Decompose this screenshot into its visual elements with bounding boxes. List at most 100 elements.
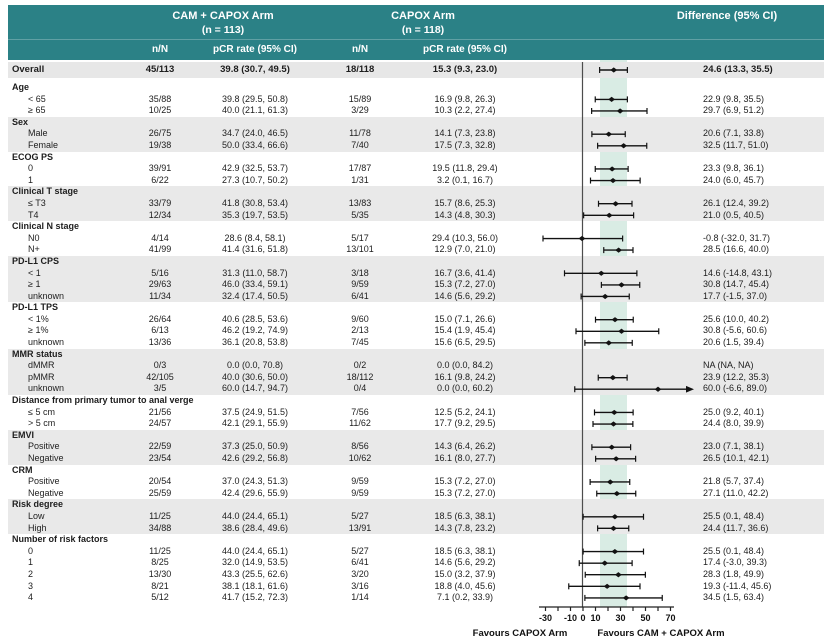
subgroup-block: Distance from primary tumor to anal verg… <box>8 395 824 430</box>
cell-pcr-arm1: 41.7 (15.2, 72.3) <box>221 592 289 603</box>
cell-nn-arm1: 5/12 <box>151 592 169 603</box>
cell-subgroup-label: High <box>28 522 47 533</box>
cell-pcr-arm1: 39.8 (29.5, 50.8) <box>221 93 289 104</box>
table-row: 0 11/25 44.0 (24.4, 65.1) 5/27 18.5 (6.3, 38… <box>8 546 824 558</box>
cell-subgroup-label: Negative <box>28 487 64 498</box>
cell-nn-arm1: 3/5 <box>153 383 167 394</box>
cell-pcr-arm2: 16.1 (9.8, 24.2) <box>434 371 496 382</box>
cell-difference: 25.5 (0.1, 48.4) <box>703 545 765 556</box>
cell-pcr-arm2: 17.5 (7.3, 32.8) <box>434 139 496 150</box>
table-row: > 5 cm 24/57 42.1 (29.1, 55.9) 11/62 17.7 (9… <box>8 418 824 430</box>
cell-nn-arm2: 13/83 <box>348 197 372 208</box>
cell-pcr-arm2: 15.0 (7.1, 26.6) <box>434 313 496 324</box>
cell-pcr-arm2: 18.8 (4.0, 45.6) <box>434 580 496 591</box>
cell-nn-arm2: 15/89 <box>348 93 372 104</box>
cell-nn-arm1: 6/13 <box>151 325 169 336</box>
cell-nn-arm1: 10/25 <box>148 105 172 116</box>
cell-difference: 26.5 (10.1, 42.1) <box>703 453 770 463</box>
cell-subgroup-label: > 5 cm <box>28 418 56 429</box>
cell-nn-arm2 <box>318 534 402 546</box>
cell-pcr-arm1: 0.0 (0.0, 70.8) <box>226 360 284 371</box>
cell-nn-arm1: 26/75 <box>148 128 172 139</box>
subgroup-block: Clinical T stage ≤ T3 33/79 41.8 (30.8, 53.… <box>8 186 824 222</box>
cell-nn-arm2: 3/20 <box>351 568 369 579</box>
cell-pcr-arm1 <box>192 256 318 268</box>
cell-forest-plot <box>528 337 696 349</box>
table-row: ≥ 1% 6/13 46.2 (19.2, 74.9) 2/13 15.4 (1.9, … <box>8 325 824 337</box>
cell-nn-arm1: 11/25 <box>149 545 171 556</box>
group-header-row: Age <box>8 82 824 94</box>
subgroup-block: Sex Male 26/75 34.7 (24.0, 46.5) 11/78 14.1 (… <box>8 116 824 152</box>
table-row: 1 6/22 27.3 (10.7, 50.2) 1/31 3.2 (0.1, 16.7… <box>8 175 824 187</box>
cell-pcr-arm2: 16.7 (3.6, 41.4) <box>434 267 496 278</box>
cell-difference <box>696 152 824 164</box>
cell-nn-arm1: 29/63 <box>148 279 172 290</box>
cell-nn-arm2: 8/56 <box>351 441 369 452</box>
cell-nn-arm2: 3/18 <box>351 267 369 278</box>
subgroup-block: Clinical N stage N0 4/14 28.6 (8.4, 58.1) 5/… <box>8 221 824 256</box>
cell-pcr-arm1: 41.8 (30.8, 53.4) <box>221 197 289 208</box>
cell-pcr-arm1: 40.0 (30.6, 50.0) <box>221 371 289 382</box>
cell-nn-arm2: 9/59 <box>351 279 369 290</box>
group-header-row: Clinical T stage <box>8 186 824 198</box>
cell-nn-arm1: 4/14 <box>151 232 169 243</box>
cell-difference: 23.0 (7.1, 38.1) <box>703 441 765 452</box>
cell-pcr-arm1 <box>192 395 318 407</box>
cell-pcr-arm1: 42.4 (29.6, 55.9) <box>221 487 289 498</box>
cell-subgroup-label: Negative <box>28 453 64 463</box>
cell-pcr-arm1: 32.4 (17.4, 50.5) <box>221 290 289 301</box>
cell-difference: 30.8 (14.7, 45.4) <box>703 279 770 290</box>
cell-subgroup-label: unknown <box>28 290 65 301</box>
cell-subgroup-label: ≤ T3 <box>28 197 46 208</box>
cell-nn-arm1 <box>128 152 192 164</box>
table-header: CAM + CAPOX Arm (n = 113) CAPOX Arm (n =… <box>8 5 824 60</box>
cell-pcr-arm1: 34.7 (24.0, 46.5) <box>221 128 289 139</box>
cell-nn-arm2: 18/118 <box>345 64 375 75</box>
cell-subgroup-label: pMMR <box>28 371 55 382</box>
cell-pcr-arm1 <box>192 221 318 233</box>
cell-subgroup-label: unknown <box>28 383 65 394</box>
cell-difference: 24.4 (8.0, 39.9) <box>703 418 765 429</box>
group-header-row: Sex <box>8 117 824 129</box>
cell-pcr-arm1: 37.0 (24.3, 51.3) <box>221 476 289 487</box>
cell-pcr-arm1: 37.5 (24.9, 51.5) <box>221 406 289 417</box>
subgroup-block: EMVI Positive 22/59 37.3 (25.0, 50.9) 8/56 14… <box>8 429 824 465</box>
cell-pcr-arm1: 40.0 (21.1, 61.3) <box>221 105 289 116</box>
cell-nn-arm2: 6/41 <box>351 557 369 568</box>
cell-nn-arm1: 8/21 <box>151 580 169 591</box>
table-row: dMMR 0/3 0.0 (0.0, 70.8) 0/2 0.0 (0.0, 84.2)… <box>8 360 824 372</box>
cell-forest-plot <box>528 163 696 175</box>
cell-difference: 24.0 (6.0, 45.7) <box>703 174 765 185</box>
svg-text:Favours CAPOX Arm: Favours CAPOX Arm <box>473 628 568 639</box>
overall-row: Overall 45/113 39.8 (30.7, 49.5) 18/118 15.3… <box>8 62 824 78</box>
cell-nn-arm1: 45/113 <box>145 64 175 75</box>
cell-pcr-arm2: 15.4 (1.9, 45.4) <box>434 325 496 336</box>
table-row: 4 5/12 41.7 (15.2, 72.3) 1/14 7.1 (0.2, 33.9… <box>8 592 824 604</box>
cell-difference: 20.6 (1.5, 39.4) <box>703 337 765 348</box>
table-row: ≤ T3 33/79 41.8 (30.8, 53.4) 13/83 15.7 (8.6… <box>8 198 824 210</box>
cell-pcr-arm2: 16.9 (9.8, 26.3) <box>434 93 496 104</box>
cell-forest-plot <box>528 349 696 361</box>
cell-forest-plot <box>528 441 696 453</box>
cell-pcr-arm1: 32.0 (14.9, 53.5) <box>221 557 289 568</box>
cell-forest-plot <box>528 499 696 511</box>
table-row: < 1% 26/64 40.6 (28.5, 53.6) 9/60 15.0 (7.1,… <box>8 314 824 326</box>
cell-difference: 28.5 (16.6, 40.0) <box>703 244 770 255</box>
cell-pcr-arm2: 17.7 (9.2, 29.5) <box>434 418 496 429</box>
group-header-row: PD-L1 TPS <box>8 302 824 314</box>
cell-forest-plot <box>528 256 696 268</box>
subgroup-block: ECOG PS 0 39/91 42.9 (32.5, 53.7) 17/87 19.5 … <box>8 152 824 187</box>
cell-pcr-arm2: 14.1 (7.3, 23.8) <box>434 128 496 139</box>
cell-difference: 17.7 (-1.5, 37.0) <box>703 290 768 301</box>
cell-difference: 23.3 (9.8, 36.1) <box>703 163 765 174</box>
table-row: Low 11/25 44.0 (24.4, 65.1) 5/27 18.5 (6.3, … <box>8 511 824 523</box>
cell-forest-plot <box>528 383 696 395</box>
cell-nn-arm1 <box>128 465 192 477</box>
cell-nn-arm1: 20/54 <box>148 476 172 487</box>
cell-difference: 27.1 (11.0, 42.2) <box>703 487 769 498</box>
cell-nn-arm2: 7/45 <box>351 337 369 348</box>
cell-subgroup-label: unknown <box>28 337 65 348</box>
cell-nn-arm2 <box>318 186 402 198</box>
cell-nn-arm2: 13/91 <box>348 522 372 533</box>
cell-pcr-arm2: 15.3 (9.3, 23.0) <box>432 64 498 75</box>
